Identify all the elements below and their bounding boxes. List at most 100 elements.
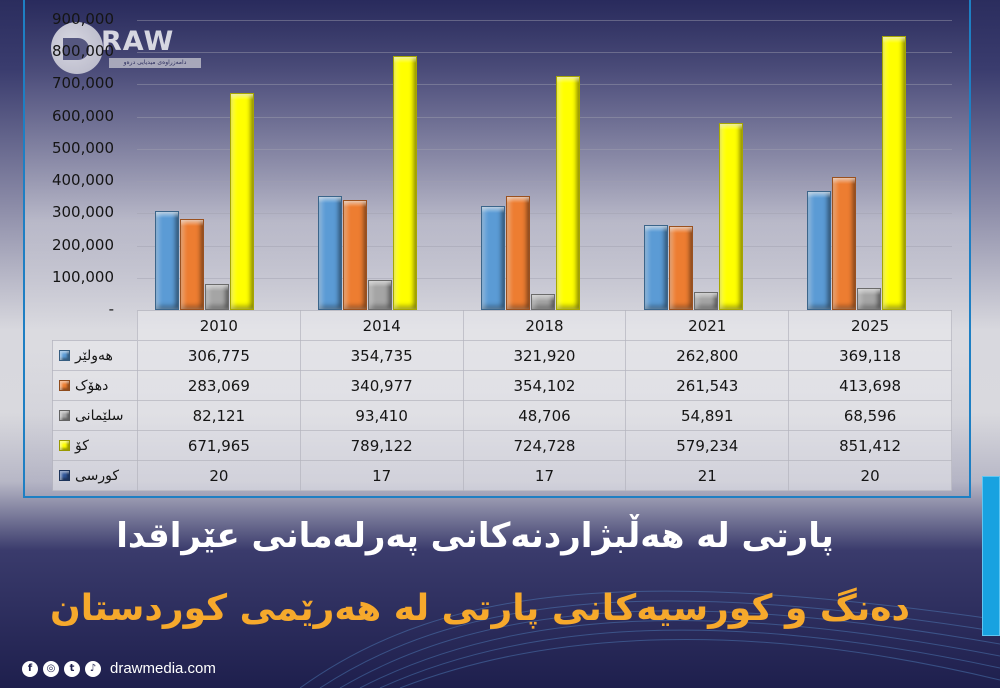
bar [807, 191, 831, 310]
bar [644, 225, 668, 310]
table-cell: 262,800 [625, 340, 790, 371]
legend-swatch-icon [59, 410, 70, 421]
table-cell: 21 [625, 460, 790, 491]
table-cell: 82,121 [136, 400, 301, 431]
year-header: 2025 [788, 310, 952, 341]
instagram-icon[interactable]: ◎ [43, 660, 59, 677]
table-cell: 369,118 [788, 340, 952, 371]
gridline [137, 277, 952, 279]
gridline [137, 148, 952, 150]
table-corner [52, 310, 138, 341]
tiktok-icon[interactable]: ♪ [85, 660, 101, 677]
bar [393, 55, 417, 310]
bar [857, 287, 881, 310]
bar [368, 279, 392, 310]
side-accent-bar [982, 476, 1000, 636]
table-cell: 579,234 [625, 430, 790, 461]
year-header: 2021 [625, 310, 790, 341]
bar [556, 76, 580, 310]
gridline [137, 181, 952, 183]
bar [882, 35, 906, 310]
table-cell: 20 [788, 460, 952, 491]
y-tick-label: 100,000 [51, 267, 114, 286]
legend-swatch-icon [59, 470, 70, 481]
table-cell: 724,728 [462, 430, 627, 461]
table-cell: 48,706 [462, 400, 627, 431]
row-label: دهۆک [52, 370, 138, 401]
row-label-text: کۆ [75, 437, 89, 454]
bar-group-2021 [626, 20, 789, 310]
table-cell: 306,775 [136, 340, 301, 371]
website-link[interactable]: drawmedia.com [110, 660, 216, 677]
gridline [137, 84, 952, 86]
y-tick-label: 900,000 [51, 10, 114, 28]
table-row: دهۆک 283,069 340,977 354,102 261,543 413,698 [52, 370, 952, 401]
twitter-icon[interactable]: t [64, 660, 80, 677]
table-cell: 789,122 [299, 430, 464, 461]
table-cell: 851,412 [788, 430, 952, 461]
table-row: هەولێر 306,775 354,735 321,920 262,800 369,11… [52, 340, 952, 371]
logo-d-icon [51, 22, 103, 74]
bar [205, 283, 229, 310]
bar-group-2018 [463, 20, 626, 310]
legend-swatch-icon [59, 440, 70, 451]
y-tick-label: 400,000 [51, 171, 114, 190]
bar [531, 294, 555, 310]
table-cell: 340,977 [299, 370, 464, 401]
table-cell: 321,920 [462, 340, 627, 371]
y-tick-label: - [108, 300, 114, 318]
facebook-icon[interactable]: f [22, 660, 38, 677]
table-cell: 671,965 [136, 430, 301, 461]
bar [669, 225, 693, 310]
y-tick-label: 500,000 [51, 138, 114, 157]
table-cell: 68,596 [788, 400, 952, 431]
bar [230, 93, 254, 310]
gridline [137, 116, 952, 118]
year-header: 2014 [299, 310, 464, 341]
row-label: هەولێر [52, 340, 138, 371]
footer: f ◎ t ♪ drawmedia.com [22, 660, 216, 677]
gridline [137, 20, 952, 21]
bar [832, 176, 856, 310]
bar [343, 200, 367, 310]
bar-group-2014 [300, 20, 463, 310]
legend-swatch-icon [59, 350, 70, 361]
gridline [137, 213, 952, 215]
row-label-text: دهۆک [75, 377, 109, 394]
table-row: کورسی 20 17 17 21 20 [52, 460, 952, 491]
row-label: کورسی [52, 460, 138, 491]
bar [180, 218, 204, 310]
table-cell: 261,543 [625, 370, 790, 401]
year-header: 2010 [136, 310, 301, 341]
table-cell: 413,698 [788, 370, 952, 401]
data-table: 2010 2014 2018 2021 2025 هەولێر 306,775 354,735… [52, 310, 952, 491]
y-tick-label: 300,000 [51, 203, 114, 222]
gridline [137, 245, 952, 247]
title-line-2: دەنگ و کورسیەکانی پارتی لە هەرێمی کوردست… [50, 588, 910, 629]
row-label-text: هەولێر [75, 347, 113, 364]
row-label-text: سلێمانی [75, 407, 124, 424]
legend-swatch-icon [59, 380, 70, 391]
table-row: سلێمانی 82,121 93,410 48,706 54,891 68,596 [52, 400, 952, 431]
y-tick-label: 700,000 [51, 74, 114, 93]
table-cell: 17 [462, 460, 627, 491]
table-header-row: 2010 2014 2018 2021 2025 [52, 310, 952, 341]
y-tick-label: 800,000 [51, 42, 114, 61]
draw-logo: RAW دامەزراوەی میدیایی درەو [51, 20, 201, 78]
table-cell: 354,102 [462, 370, 627, 401]
plot-area [137, 20, 952, 310]
table-cell: 17 [299, 460, 464, 491]
bar-group-2010 [137, 20, 300, 310]
bar [506, 195, 530, 310]
bar [481, 206, 505, 310]
table-row: کۆ 671,965 789,122 724,728 579,234 851,412 [52, 430, 952, 461]
table-cell: 93,410 [299, 400, 464, 431]
bar [318, 195, 342, 310]
row-label: کۆ [52, 430, 138, 461]
table-cell: 20 [136, 460, 301, 491]
logo-tagline: دامەزراوەی میدیایی درەو [109, 58, 201, 68]
title-line-1: پارتی لە هەڵبژاردنەکانی پەرلەمانی عێراقد… [116, 516, 834, 556]
bar-group-2025 [789, 20, 952, 310]
table-cell: 283,069 [136, 370, 301, 401]
table-cell: 54,891 [625, 400, 790, 431]
